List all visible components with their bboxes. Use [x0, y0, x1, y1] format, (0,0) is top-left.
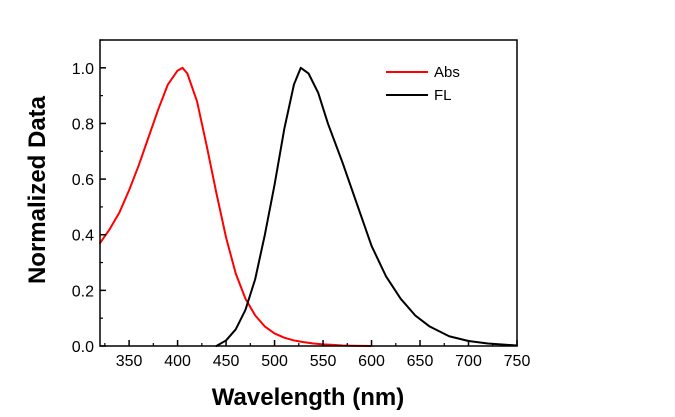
x-tick-label: 400 — [164, 353, 191, 370]
x-tick-label: 700 — [455, 353, 482, 370]
series-line-fl — [215, 66, 518, 347]
plot-frame — [99, 39, 518, 347]
legend: Abs FL — [386, 64, 460, 104]
y-tick-label: 1.0 — [72, 61, 94, 78]
x-tick-label: 350 — [116, 353, 143, 370]
y-tick-label: 0.8 — [72, 116, 94, 133]
legend-label-fl: FL — [434, 87, 452, 104]
x-axis: 350 400 450 500 550 600 650 700 750 — [104, 340, 531, 370]
y-tick-label: 0.0 — [72, 339, 94, 356]
y-axis-title: Normalized Data — [24, 95, 51, 284]
x-tick-label: 550 — [310, 353, 337, 370]
legend-label-abs: Abs — [434, 64, 460, 81]
x-tick-label: 650 — [407, 353, 434, 370]
y-axis: 0.0 0.2 0.4 0.6 0.8 1.0 — [72, 39, 106, 356]
x-tick-label: 600 — [358, 353, 385, 370]
series-line-abs — [99, 66, 373, 347]
y-tick-label: 0.4 — [72, 228, 94, 245]
x-tick-label: 750 — [504, 353, 531, 370]
x-tick-label: 500 — [261, 353, 288, 370]
x-axis-title: Wavelength (nm) — [212, 384, 404, 411]
plot-curves — [99, 66, 518, 347]
x-tick-label: 450 — [213, 353, 240, 370]
y-tick-label: 0.2 — [72, 283, 94, 300]
y-tick-label: 0.6 — [72, 172, 94, 189]
